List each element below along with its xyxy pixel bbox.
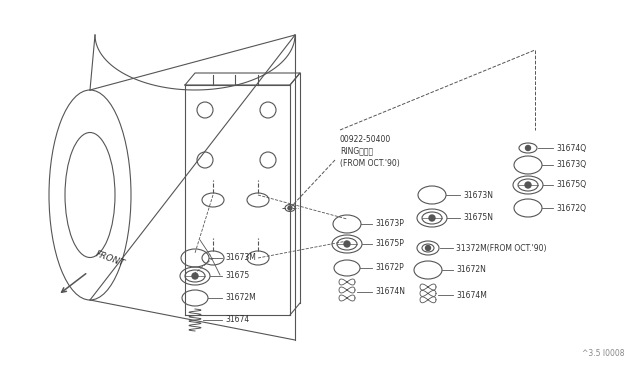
Text: 31674: 31674: [225, 315, 249, 324]
Text: 31372M(FROM OCT.'90): 31372M(FROM OCT.'90): [456, 244, 547, 253]
Circle shape: [525, 182, 531, 188]
Text: 31673N: 31673N: [463, 190, 493, 199]
Circle shape: [192, 273, 198, 279]
Text: 31672N: 31672N: [456, 266, 486, 275]
Text: 31674N: 31674N: [375, 288, 405, 296]
Text: 00922-50400
RINGリング
(FROM OCT.'90): 00922-50400 RINGリング (FROM OCT.'90): [340, 135, 400, 168]
Circle shape: [344, 241, 350, 247]
Circle shape: [429, 215, 435, 221]
Circle shape: [525, 145, 531, 151]
Text: 31675P: 31675P: [375, 240, 404, 248]
Text: 31674M: 31674M: [456, 291, 487, 299]
Text: 31672M: 31672M: [225, 294, 256, 302]
Text: 31672Q: 31672Q: [556, 203, 586, 212]
Text: 31675N: 31675N: [463, 214, 493, 222]
Circle shape: [288, 206, 292, 210]
Text: 31672P: 31672P: [375, 263, 404, 273]
Text: 31673M: 31673M: [225, 253, 256, 263]
Text: FRONT: FRONT: [94, 249, 126, 268]
Text: 31673Q: 31673Q: [556, 160, 586, 170]
Text: 31673P: 31673P: [375, 219, 404, 228]
Text: 31675Q: 31675Q: [556, 180, 586, 189]
Text: 31675: 31675: [225, 272, 249, 280]
Text: 31674Q: 31674Q: [556, 144, 586, 153]
Text: ^3.5 I0008: ^3.5 I0008: [582, 349, 625, 358]
Circle shape: [426, 246, 431, 250]
